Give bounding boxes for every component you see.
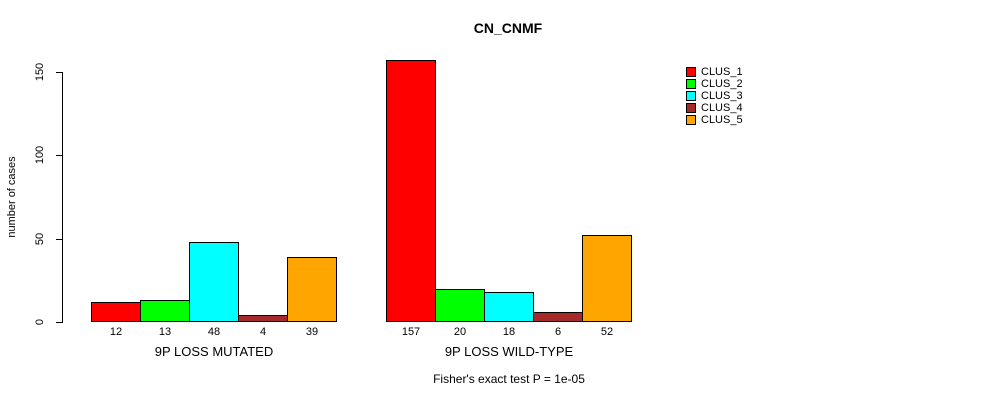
legend-row-clus_3: CLUS_3 (686, 90, 743, 102)
bar-value-label: 4 (259, 326, 267, 338)
bar-value-label: 6 (554, 326, 562, 338)
bar-value-label: 39 (305, 326, 319, 338)
footer-annotation: Fisher's exact test P = 1e-05 (433, 372, 585, 386)
y-tick-label: 100 (34, 146, 46, 165)
legend-label: CLUS_5 (701, 114, 743, 126)
y-axis-label: number of cases (6, 156, 18, 238)
legend-row-clus_1: CLUS_1 (686, 66, 743, 78)
bar-clus_3 (484, 292, 534, 322)
bar-clus_1 (91, 302, 141, 322)
bar-value-label: 20 (453, 326, 467, 338)
bar-clus_4 (533, 312, 583, 322)
y-tick (56, 155, 62, 157)
y-tick-label: 0 (34, 318, 46, 326)
bar-clus_5 (582, 235, 632, 322)
y-tick-label: 50 (34, 232, 46, 245)
bar-clus_3 (189, 242, 239, 322)
bar-clus_2 (435, 289, 485, 322)
bar-value-label: 12 (109, 326, 123, 338)
y-tick-label: 150 (34, 62, 46, 82)
legend-swatch-icon (686, 79, 696, 89)
bar-clus_5 (287, 257, 337, 322)
legend-row-clus_4: CLUS_4 (686, 102, 743, 114)
group-axis-label: 9P LOSS WILD-TYPE (444, 344, 574, 359)
legend-row-clus_2: CLUS_2 (686, 78, 743, 90)
legend-label: CLUS_3 (701, 90, 743, 102)
legend-label: CLUS_4 (701, 102, 743, 114)
bar-value-label: 157 (401, 326, 421, 338)
bar-clus_1 (386, 60, 436, 322)
y-axis-line (62, 72, 63, 323)
legend-swatch-icon (686, 103, 696, 113)
legend-swatch-icon (686, 115, 696, 125)
bar-value-label: 48 (207, 326, 221, 338)
legend-row-clus_5: CLUS_5 (686, 114, 743, 126)
bar-value-label: 13 (158, 326, 172, 338)
legend: CLUS_1 CLUS_2 CLUS_3 CLUS_4 CLUS_5 (686, 66, 743, 126)
bar-clus_4 (238, 315, 288, 322)
chart-title: CN_CNMF (473, 20, 543, 36)
legend-swatch-icon (686, 67, 696, 77)
legend-label: CLUS_2 (701, 78, 743, 90)
group-axis-label: 9P LOSS MUTATED (154, 344, 274, 359)
bar-value-label: 18 (502, 326, 516, 338)
y-tick (56, 238, 62, 240)
bar-value-label: 52 (600, 326, 614, 338)
legend-label: CLUS_1 (701, 66, 743, 78)
y-tick (56, 322, 62, 323)
y-tick (56, 72, 62, 73)
legend-swatch-icon (686, 91, 696, 101)
bar-clus_2 (140, 300, 190, 322)
